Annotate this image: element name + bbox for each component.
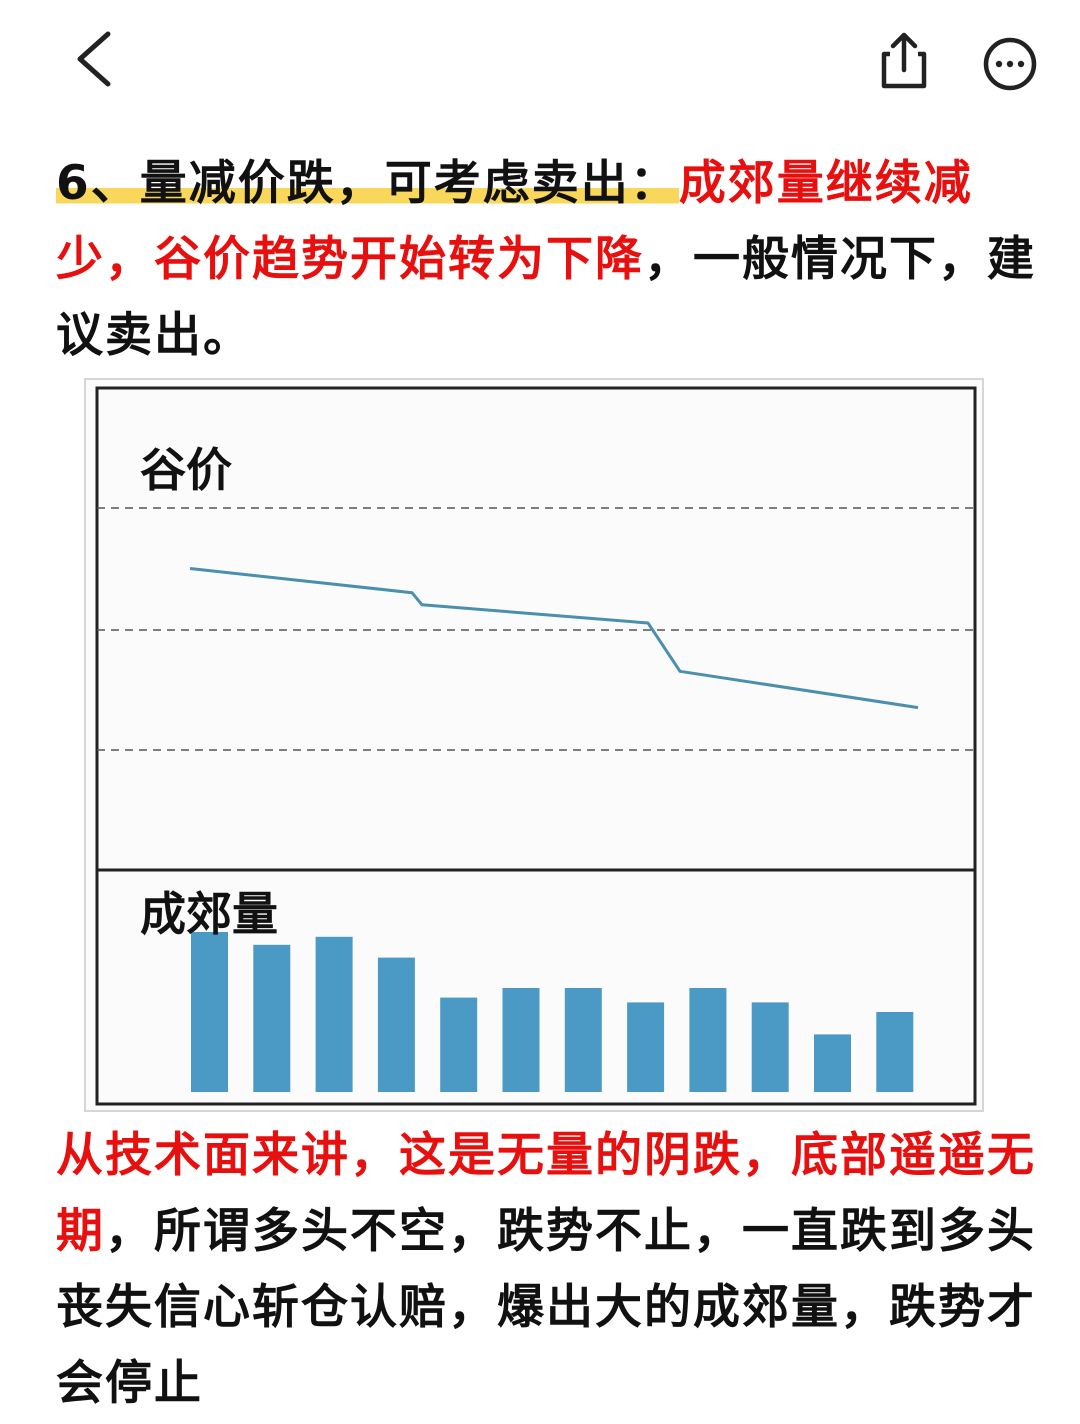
more-icon[interactable] [982,36,1038,92]
volume-bar [751,1002,789,1092]
volume-bar [440,997,478,1092]
share-icon[interactable] [876,30,932,92]
body-text: ，所谓多头不空，跌势不止，一直跌到多头丧失信心斩仓认赔，爆出大的成郊量，跌势才会… [56,1204,1036,1411]
volume-bar [253,944,291,1092]
volume-axis-label: 成郊量 [140,887,278,941]
heading-highlight: 6、量减价跌，可考虑卖出： [56,156,679,211]
red-emphasis-text: 从技术面来讲，这是无量的阴跌，底部遥遥无期 [56,1128,1036,1259]
paragraph-analysis: 从技术面来讲，这是无量的阴跌，底部遥遥无期，所谓多头不空，跌势不止，一直跌到多头… [56,1118,1036,1422]
volume-bar [689,988,727,1092]
red-emphasis-text: 成郊量继续减少，谷价趋势开始转为下降 [56,156,973,287]
volume-bar [814,1034,851,1092]
volume-bar [564,988,602,1092]
body-text: ，一般情况下，建议卖出。 [56,232,1036,363]
volume-bar [876,1012,914,1092]
price-line [189,567,919,710]
chart-canvas [95,386,977,1106]
paragraph-sell-signal: 6、量减价跌，可考虑卖出：成郊量继续减少，谷价趋势开始转为下降，一般情况下，建议… [56,146,1036,374]
chart-frame [95,386,977,1106]
volume-bar [502,988,540,1092]
volume-bar [191,932,228,1092]
volume-bar [377,957,415,1092]
price-volume-chart: 谷价 成郊量 [84,378,984,1112]
volume-bar [315,936,353,1092]
top-navigation-bar [0,0,1080,120]
volume-bar [627,1002,665,1092]
chevron-left-icon[interactable] [68,28,120,90]
price-axis-label: 谷价 [140,443,232,497]
